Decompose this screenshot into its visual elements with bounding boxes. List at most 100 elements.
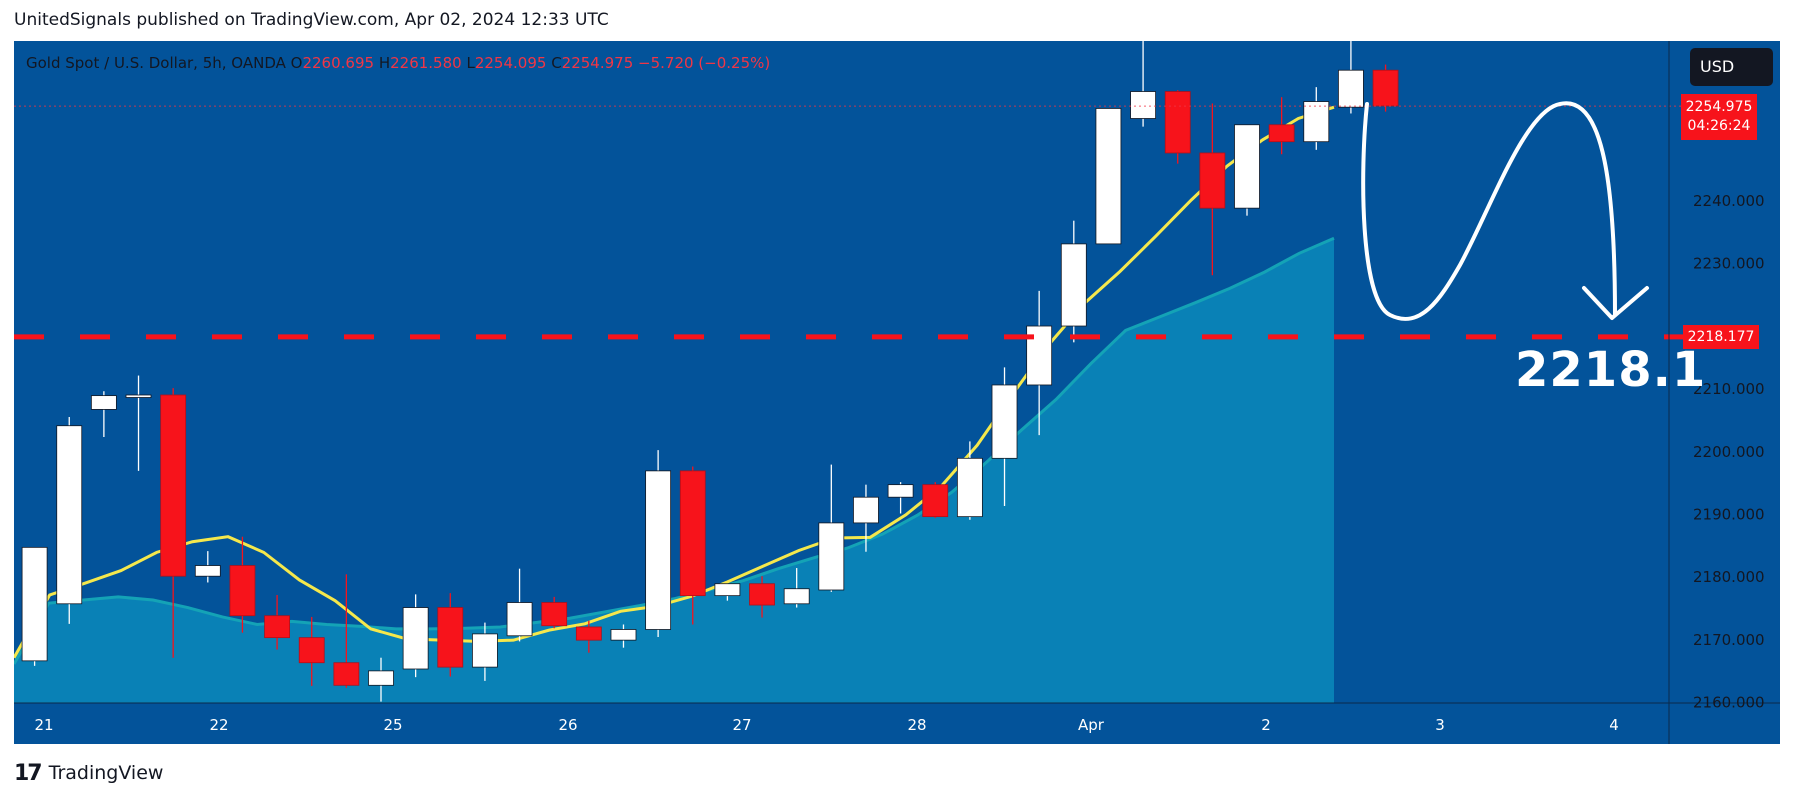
candle	[472, 622, 498, 681]
candle	[853, 484, 879, 552]
candle	[1060, 220, 1087, 343]
candle-up	[610, 629, 637, 641]
candle	[90, 391, 117, 438]
candle-up	[818, 522, 845, 591]
candle-down	[575, 626, 602, 641]
candle	[575, 620, 602, 653]
candle	[21, 546, 48, 666]
slow-ma-line	[14, 236, 1335, 665]
candle	[1164, 90, 1191, 164]
candle-down	[298, 637, 325, 664]
x-tick-label: 3	[1435, 716, 1445, 734]
candle-down	[229, 565, 256, 617]
legend-change: −5.720 (−0.25%)	[638, 54, 771, 72]
candle	[749, 576, 775, 618]
candle	[1268, 97, 1295, 155]
x-axis-bg	[14, 703, 1780, 744]
candle-up	[1095, 108, 1122, 245]
legend-close-key: C	[551, 54, 562, 72]
candle-down	[922, 484, 949, 518]
candle-down	[1268, 124, 1295, 143]
candle	[437, 593, 464, 677]
target-label: 2218.1	[1515, 342, 1707, 398]
candle-up	[21, 546, 48, 662]
candle	[1095, 108, 1122, 245]
candle-up	[506, 602, 533, 637]
candle	[1199, 103, 1226, 276]
candle	[610, 624, 637, 648]
projection-drawing	[1361, 101, 1649, 321]
candle-up	[125, 394, 152, 398]
candle-down	[333, 662, 360, 686]
candle	[264, 595, 290, 650]
y-tick-label: 2160.000	[1693, 694, 1765, 712]
candle	[402, 594, 429, 678]
candle	[679, 466, 706, 625]
candle	[922, 482, 949, 518]
legend-low: 2254.095	[474, 54, 547, 72]
candle	[125, 375, 152, 471]
candle	[818, 464, 845, 592]
x-tick-label: 2	[1261, 716, 1271, 734]
candle	[1372, 64, 1399, 112]
y-tick-label: 2200.000	[1693, 443, 1765, 461]
last-price: 2254.975	[1685, 99, 1753, 115]
candle-down	[749, 583, 775, 606]
legend-high: 2261.580	[390, 54, 462, 72]
bar-countdown: 04:26:24	[1687, 118, 1751, 134]
candle	[714, 583, 741, 601]
candle-down	[1372, 69, 1399, 107]
candle-up	[1234, 124, 1260, 209]
candle-down	[1164, 91, 1191, 154]
candle-down	[264, 615, 290, 639]
candle-up	[853, 496, 879, 524]
candle-up	[402, 607, 429, 670]
candle-up	[368, 670, 394, 686]
arrowhead-icon	[1582, 286, 1649, 320]
candle	[368, 657, 394, 702]
candle	[1303, 87, 1330, 150]
candle-up	[783, 588, 810, 605]
candle-up	[1338, 69, 1364, 108]
y-tick-label: 2230.000	[1693, 255, 1765, 273]
currency-button[interactable]: USD	[1690, 48, 1773, 86]
legend-open-key: O	[290, 54, 303, 72]
candle-down	[679, 470, 706, 597]
candle-down	[160, 394, 187, 577]
x-tick-label: Apr	[1078, 716, 1105, 734]
candle	[1338, 41, 1364, 114]
x-tick-label: 28	[907, 716, 926, 734]
candle	[194, 551, 221, 583]
candle	[298, 616, 325, 686]
candle	[956, 441, 983, 520]
ohlc-legend: Gold Spot / U.S. Dollar, 5h, OANDA O2260…	[26, 54, 770, 72]
candle-down	[437, 607, 464, 668]
candle-up	[1303, 101, 1330, 143]
candle	[541, 596, 568, 629]
candle-up	[472, 633, 498, 668]
candle-up	[56, 425, 83, 605]
axes: 21 22 25 26 27 28 Apr 2 3 4 2160.000 2170.000 2180.0…	[14, 41, 1780, 744]
slow-ma-fill	[14, 238, 1334, 703]
candles	[21, 41, 1399, 702]
slow-ma-area	[14, 238, 1334, 703]
candle-up	[194, 565, 221, 577]
tv-mark-icon: 17	[14, 760, 43, 786]
legend-high-key: H	[378, 54, 391, 72]
y-tick-label: 2180.000	[1693, 568, 1765, 586]
candle	[56, 416, 83, 624]
legend-open: 2260.695	[302, 54, 375, 72]
x-tick-label: 21	[34, 716, 53, 734]
last-price-tag: 2254.975 04:26:24	[1681, 94, 1757, 140]
y-tick-label: 2190.000	[1693, 506, 1765, 524]
legend-low-key: L	[466, 54, 475, 72]
candle	[1234, 124, 1260, 216]
level-price-tag: 2218.177	[1683, 325, 1759, 349]
published-line: UnitedSignals published on TradingView.c…	[14, 10, 609, 30]
candle-down	[541, 602, 568, 627]
candle-up	[645, 470, 672, 630]
tradingview-logo[interactable]: 17 TradingView	[14, 760, 163, 786]
tv-brand: TradingView	[48, 762, 164, 784]
candle	[160, 388, 187, 658]
